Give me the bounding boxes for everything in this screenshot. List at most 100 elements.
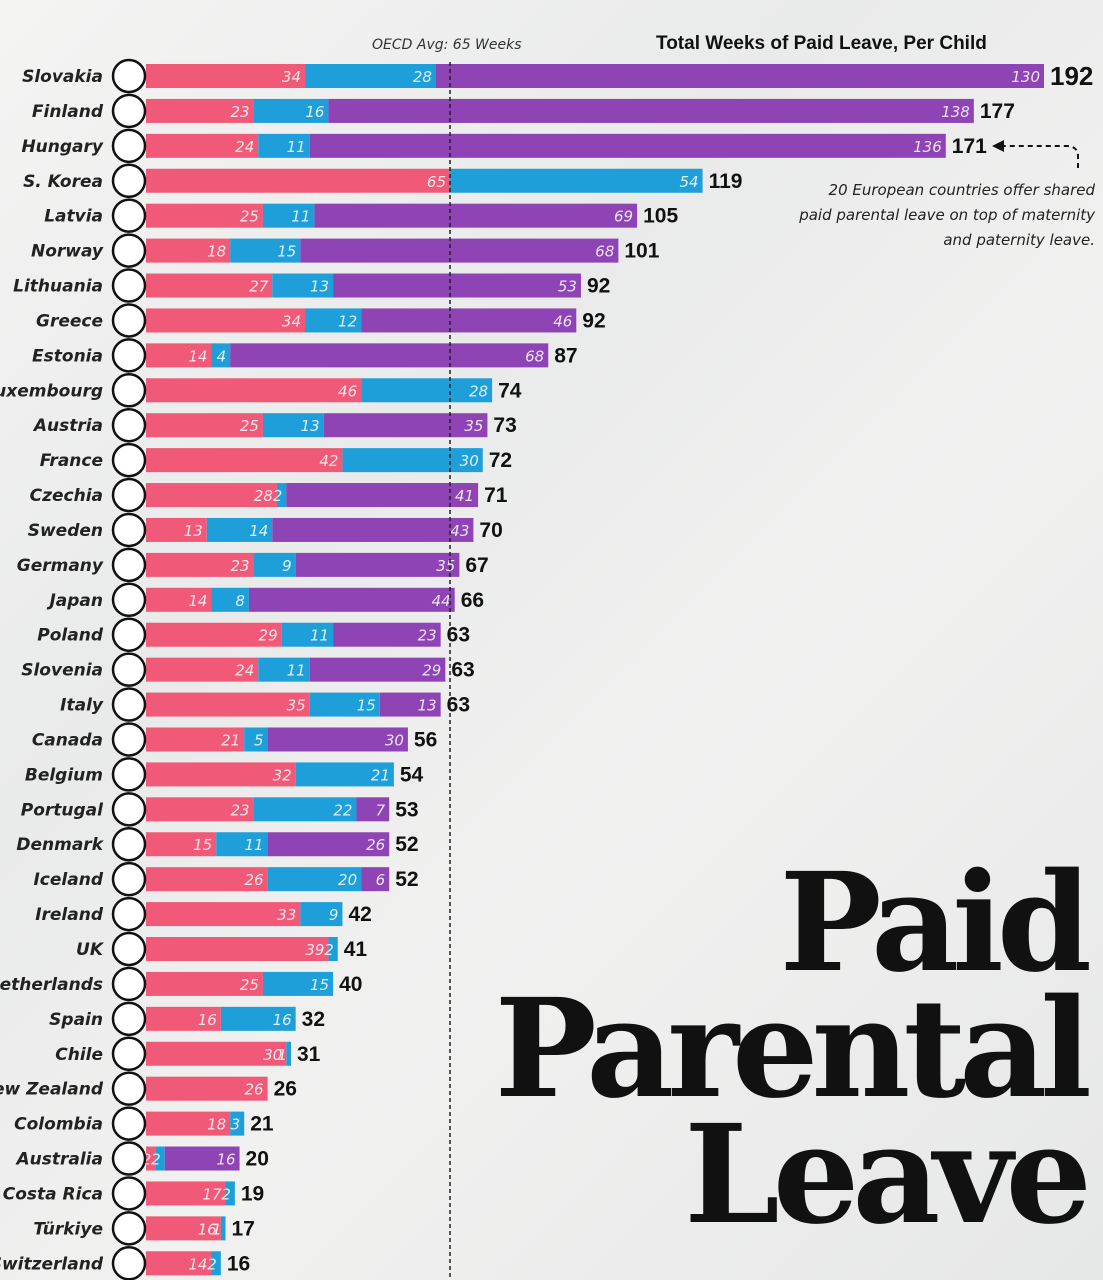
country-label: Canada bbox=[32, 730, 103, 750]
row-lithuania: Lithuania 27 13 53 92 bbox=[13, 268, 610, 303]
country-label: Austria bbox=[32, 416, 103, 436]
bar-value-label: 24 bbox=[235, 662, 254, 680]
total-label: 31 bbox=[297, 1043, 321, 1066]
total-label: 52 bbox=[395, 868, 418, 891]
country-label: Hungary bbox=[21, 137, 103, 157]
country-label: France bbox=[40, 451, 103, 471]
bar-segment-shared bbox=[309, 133, 946, 158]
annotation-text: 20 European countries offer shared paid … bbox=[799, 181, 1095, 249]
bar-segment-paternity bbox=[300, 902, 343, 927]
bar-segment-shared bbox=[248, 587, 455, 612]
flag-icon bbox=[111, 1246, 147, 1280]
bar-segment-maternity bbox=[146, 762, 296, 787]
bar-value-label: 30 bbox=[460, 452, 479, 470]
bar-value-label: 35 bbox=[287, 697, 306, 715]
bar-value-label: 25 bbox=[240, 976, 259, 994]
bar-value-label: 16 bbox=[198, 1220, 217, 1238]
bar-segment-paternity bbox=[220, 1216, 226, 1241]
bar-value-label: 17 bbox=[202, 1185, 222, 1203]
row-norway: Norway 18 15 68 101 bbox=[31, 233, 660, 268]
bar-value-label: 23 bbox=[230, 557, 249, 575]
bar-segment-shared bbox=[309, 657, 446, 682]
flag-icon bbox=[111, 582, 147, 618]
bar-segment-maternity bbox=[146, 1181, 226, 1206]
flag-icon bbox=[111, 338, 147, 373]
total-label: 41 bbox=[344, 938, 368, 961]
row-denmark: Denmark 15 11 26 52 bbox=[16, 826, 419, 862]
total-label: 67 bbox=[465, 554, 488, 577]
flag-icon bbox=[111, 1176, 147, 1211]
flag-icon bbox=[111, 722, 147, 757]
bar-segment-maternity bbox=[146, 1076, 268, 1101]
bar-value-label: 35 bbox=[464, 417, 483, 435]
bar-value-label: 15 bbox=[277, 243, 296, 261]
bar-segment-shared bbox=[286, 483, 479, 508]
bar-segment-paternity bbox=[262, 203, 315, 228]
bar-segment-shared bbox=[323, 413, 488, 438]
bar-segment-paternity bbox=[225, 1181, 235, 1206]
bar-value-label: 13 bbox=[310, 278, 329, 296]
bar-segment-maternity bbox=[146, 657, 259, 682]
country-label: Poland bbox=[37, 626, 104, 646]
bar-segment-maternity bbox=[146, 308, 306, 333]
bar-value-label: 15 bbox=[310, 976, 329, 994]
bar-value-label: 34 bbox=[282, 312, 301, 330]
country-label: Czechia bbox=[30, 486, 103, 506]
country-label: Denmark bbox=[16, 835, 104, 855]
bar-segment-maternity bbox=[146, 727, 245, 752]
bar-value-label: 130 bbox=[1011, 68, 1040, 86]
bar-value-label: 4 bbox=[217, 347, 227, 365]
row-canada: Canada 21 5 30 56 bbox=[32, 722, 437, 757]
row-spain: Spain 16 16 32 bbox=[49, 1001, 325, 1037]
flag-icon bbox=[111, 198, 147, 233]
bar-value-label: 27 bbox=[249, 278, 269, 296]
bar-value-label: 24 bbox=[235, 138, 254, 156]
total-label: 92 bbox=[587, 275, 610, 298]
flag-icon bbox=[111, 547, 147, 583]
bar-value-label: 53 bbox=[558, 278, 577, 296]
bar-value-label: 35 bbox=[436, 557, 455, 575]
row-germany: Germany 23 9 35 67 bbox=[17, 547, 489, 583]
total-label: 40 bbox=[339, 973, 362, 996]
country-label: Japan bbox=[46, 591, 103, 611]
bar-segment-paternity bbox=[220, 1006, 296, 1031]
total-label: 119 bbox=[709, 170, 743, 193]
flag-icon bbox=[111, 1001, 147, 1037]
flag-icon bbox=[111, 407, 147, 443]
bar-value-label: 16 bbox=[198, 1011, 217, 1029]
bar-value-label: 34 bbox=[282, 68, 301, 86]
bar-segment-paternity bbox=[309, 692, 380, 717]
bar-value-label: 1 bbox=[212, 1220, 222, 1238]
bar-segment-paternity bbox=[267, 867, 362, 892]
row-finland: Finland 23 16 138 177 bbox=[32, 93, 1015, 129]
total-label: 177 bbox=[980, 100, 1015, 123]
bar-value-label: 14 bbox=[249, 522, 268, 540]
country-label: UK bbox=[76, 940, 105, 960]
total-label: 19 bbox=[241, 1182, 264, 1205]
flag-icon bbox=[111, 792, 147, 827]
bar-value-label: 12 bbox=[338, 312, 357, 330]
flag-icon bbox=[111, 617, 147, 652]
total-label: 70 bbox=[479, 519, 502, 542]
row-new-zealand: New Zealand 26 26 bbox=[0, 1071, 297, 1106]
bar-value-label: 16 bbox=[216, 1151, 235, 1169]
bar-value-label: 13 bbox=[418, 697, 437, 715]
row-japan: Japan 14 8 44 66 bbox=[46, 582, 484, 618]
bar-segment-shared bbox=[164, 1146, 240, 1171]
row-italy: Italy 35 15 13 63 bbox=[60, 687, 470, 722]
country-label: Estonia bbox=[32, 346, 103, 366]
country-label: Chile bbox=[55, 1045, 103, 1065]
bar-segment-shared bbox=[356, 797, 390, 822]
country-label: Norway bbox=[31, 242, 104, 262]
bar-segment-paternity bbox=[295, 762, 394, 787]
bar-segment-maternity bbox=[146, 902, 301, 927]
bar-segment-paternity bbox=[211, 587, 249, 612]
flag-icon bbox=[111, 477, 147, 513]
row-uk: UK 39 2 41 bbox=[76, 931, 368, 967]
bar-value-label: 22 bbox=[333, 801, 352, 819]
bar-segment-paternity bbox=[258, 133, 310, 158]
bar-segment-maternity bbox=[146, 692, 310, 717]
total-label: 63 bbox=[447, 694, 470, 717]
total-label: 71 bbox=[484, 484, 508, 507]
flag-icon bbox=[111, 966, 147, 1002]
